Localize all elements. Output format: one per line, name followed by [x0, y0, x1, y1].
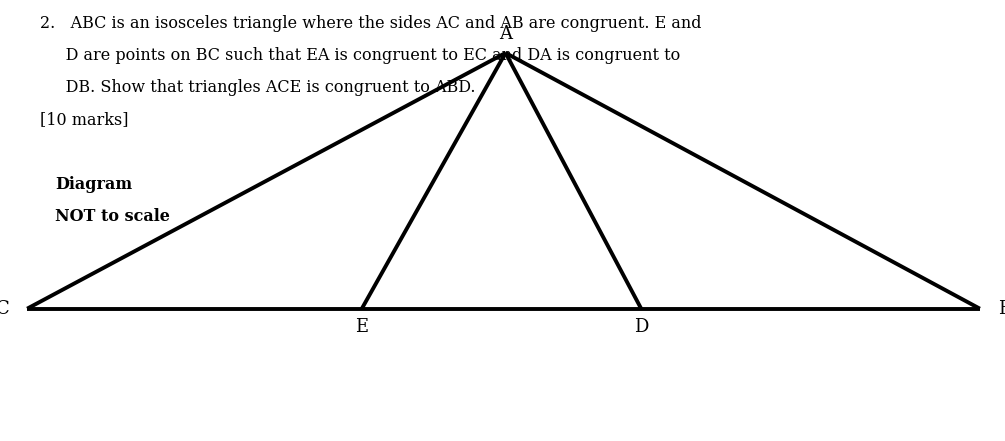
Text: D: D — [634, 318, 648, 336]
Text: A: A — [499, 25, 512, 43]
Text: Diagram: Diagram — [55, 176, 133, 194]
Text: DB. Show that triangles ACE is congruent to ABD.: DB. Show that triangles ACE is congruent… — [40, 79, 475, 96]
Text: NOT to scale: NOT to scale — [55, 208, 170, 225]
Text: [10 marks]: [10 marks] — [40, 111, 129, 128]
Text: E: E — [355, 318, 369, 336]
Text: D are points on BC such that EA is congruent to EC and DA is congruent to: D are points on BC such that EA is congr… — [40, 47, 680, 64]
Text: 2.   ABC is an isosceles triangle where the sides AC and AB are congruent. E and: 2. ABC is an isosceles triangle where th… — [40, 15, 701, 33]
Text: C: C — [0, 300, 9, 318]
Text: B: B — [998, 300, 1005, 318]
